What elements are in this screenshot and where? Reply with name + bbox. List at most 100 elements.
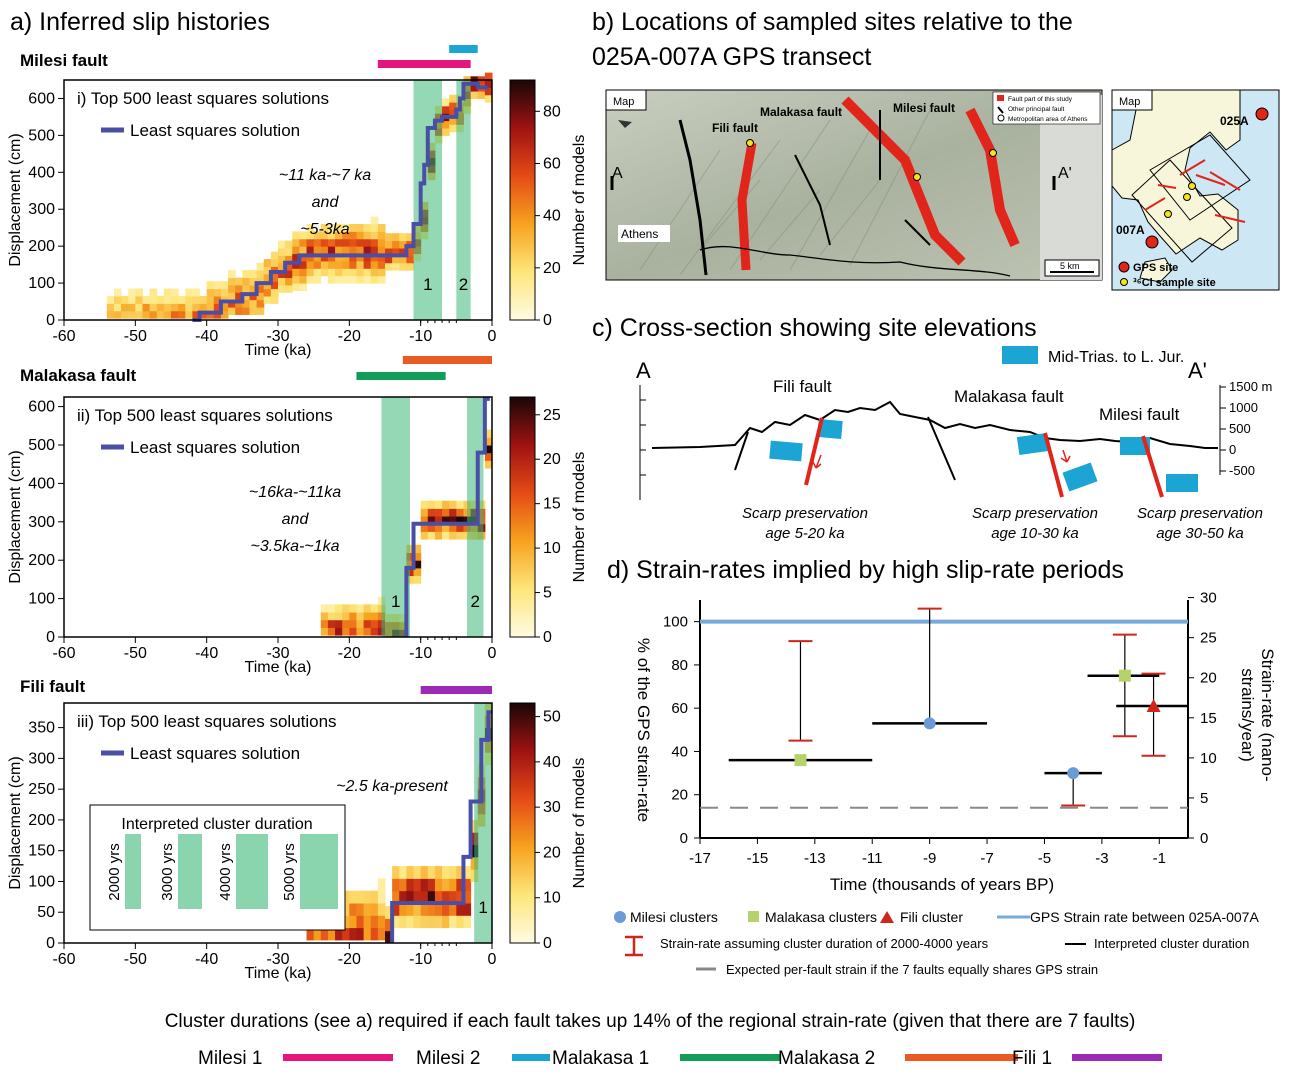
heatmap-cell (406, 903, 415, 916)
heatmap-cell (285, 262, 293, 271)
x-tick-label: -3 (1095, 850, 1108, 867)
heatmap-cell (256, 292, 265, 301)
heatmap-cell (370, 275, 379, 284)
heatmap-cell (442, 98, 450, 107)
heatmap-cell (142, 303, 151, 312)
heatmap-cell (349, 612, 357, 621)
heatmap-cell (406, 567, 415, 577)
y-axis-label: Displacement (cm) (7, 450, 24, 583)
heatmap-cell (356, 268, 365, 277)
heatmap-cell (385, 262, 393, 271)
heatmap-cell (163, 296, 172, 304)
heatmap-cell (327, 231, 336, 240)
heatmap-cell (206, 281, 215, 290)
heatmap-cell (456, 866, 464, 879)
heatmap-cell (356, 238, 365, 247)
heatmap-cell (256, 284, 265, 293)
heatmap-cell (220, 281, 229, 290)
heatmap-cell (385, 255, 393, 264)
heatmap-cell (171, 303, 179, 312)
heatmap-cell (370, 915, 379, 929)
heatmap-cell (278, 255, 286, 264)
heatmap-cell (228, 307, 236, 315)
heatmap-cell (285, 284, 293, 293)
x-axis-label: Time (ka) (245, 965, 312, 982)
x-tick-label: -50 (124, 951, 147, 968)
map2-legend-cl: ³⁶Cl sample site (1133, 277, 1216, 289)
heatmap-cell (399, 248, 407, 256)
panel-b-title-2: 025A-007A GPS transect (592, 43, 871, 71)
fault-name: Milesi fault (20, 51, 108, 70)
heatmap-cell (399, 233, 407, 242)
heatmap-cell (356, 604, 365, 613)
heatmap-cell (235, 292, 243, 301)
heatmap-cell (413, 552, 422, 561)
y-tick-label: 20 (671, 787, 688, 804)
heatmap-cell (363, 619, 372, 628)
heatmap-cell (377, 903, 386, 916)
heatmap-cell (113, 296, 122, 304)
heatmap-cell (484, 94, 493, 103)
heatmap-cell (413, 915, 422, 929)
heatmap-cell (356, 260, 365, 269)
heatmap-cell (349, 224, 357, 232)
map-legend-1: Fault part of this study (1008, 96, 1073, 103)
heatmap-cell (442, 903, 450, 916)
colorbar-tick-label: 80 (543, 103, 561, 120)
heatmap-cell (278, 262, 286, 271)
right-tick-label: 20 (1200, 670, 1217, 687)
heatmap-cell (427, 531, 436, 540)
x-tick-label: -1 (1153, 850, 1166, 867)
bottom-legend-label-5: Fili 1 (1012, 1048, 1052, 1069)
heatmap-cell (427, 890, 436, 904)
heatmap-cell (263, 266, 272, 275)
heatmap-cell (484, 80, 493, 88)
heatmap-cell (434, 915, 443, 929)
heatmap-cell (335, 246, 343, 255)
heatmap-cell (327, 238, 336, 247)
heatmap-cell (456, 500, 464, 509)
heatmap-cell (228, 277, 236, 286)
heatmap-cell (406, 544, 415, 554)
heatmap-cell (392, 240, 400, 249)
heatmap-cell (327, 627, 336, 636)
x-tick-label: -9 (923, 850, 936, 867)
heatmap-cell (242, 299, 250, 308)
legend-fili: Fili cluster (900, 909, 963, 925)
heatmap-cell (256, 299, 265, 308)
heatmap-cell (406, 262, 415, 271)
colorbar-label: Number of models (571, 135, 588, 266)
heatmap-cell (349, 268, 357, 277)
heatmap-cell (385, 930, 393, 944)
heatmap-cell (327, 619, 336, 628)
colorbar-tick-label: 20 (543, 260, 561, 277)
heatmap-cell (442, 508, 450, 517)
legend-least-squares: Least squares solution (130, 438, 300, 457)
heatmap-cell (256, 270, 265, 279)
heatmap-cell (442, 523, 450, 532)
heatmap-cell (342, 275, 350, 284)
heatmap-cell (420, 866, 429, 879)
heatmap-cell (263, 296, 272, 304)
heatmap-cell (249, 307, 258, 315)
heatmap-cell (377, 238, 386, 247)
inset-label-2: 3000 yrs (159, 843, 176, 901)
heatmap-cell (313, 238, 322, 247)
heatmap-cell (342, 246, 350, 255)
heatmap-cell (392, 915, 400, 929)
heatmap-cell (106, 296, 115, 304)
heatmap-cell (456, 523, 464, 532)
heatmap-cell (270, 296, 279, 304)
y-tick-label: 500 (28, 437, 55, 454)
heatmap-cell (363, 903, 372, 916)
heatmap-cell (270, 281, 279, 290)
heatmap-cell (363, 224, 372, 232)
heatmap-cell (313, 253, 322, 262)
heatmap-cell (406, 890, 415, 904)
x-tick-label: -50 (124, 328, 147, 345)
heatmap-cell (356, 612, 365, 621)
heatmap-cell (263, 273, 272, 282)
heatmap-cell (135, 288, 143, 297)
heatmap-cell (449, 116, 457, 125)
